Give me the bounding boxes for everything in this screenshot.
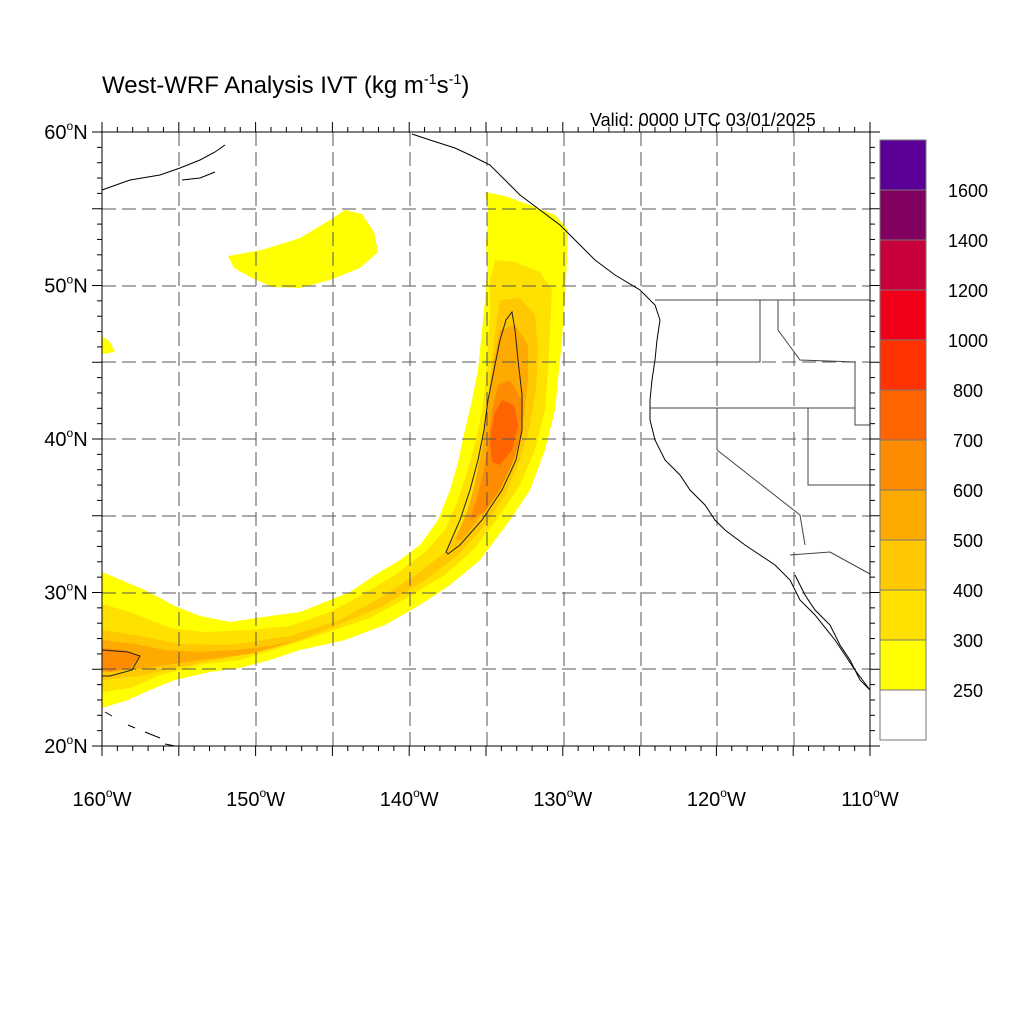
colorbar-label: 1400 bbox=[948, 231, 988, 251]
lon-label-160: 160oW bbox=[73, 786, 132, 811]
state-border-nv-ut bbox=[807, 408, 870, 486]
graticule bbox=[102, 132, 870, 746]
colorbar-label: 1200 bbox=[948, 281, 988, 301]
colorbar-label: 300 bbox=[953, 631, 983, 651]
ivt-blob-small bbox=[102, 336, 115, 354]
colorbar-swatch bbox=[879, 539, 927, 591]
lon-label-120: 120oW bbox=[687, 786, 746, 811]
alaska-coastline bbox=[101, 144, 226, 191]
colorbar-swatch bbox=[879, 589, 927, 641]
lon-label-150: 150oW bbox=[226, 786, 285, 811]
colorbar-swatch bbox=[879, 289, 927, 341]
colorbar-label: 1600 bbox=[948, 181, 988, 201]
colorbar-swatch bbox=[879, 339, 927, 391]
valid-time-label: Valid: 0000 UTC 03/01/2025 bbox=[590, 110, 816, 130]
colorbar-label: 250 bbox=[953, 681, 983, 701]
north-america-coastline bbox=[411, 133, 871, 691]
state-border-ca bbox=[650, 407, 855, 546]
colorbar-label: 600 bbox=[953, 481, 983, 501]
latitude-labels: 20oN 30oN 40oN 50oN 60oN bbox=[44, 119, 87, 758]
lon-label-130: 130oW bbox=[533, 786, 592, 811]
colorbar-swatch bbox=[879, 489, 927, 541]
colorbar-label: 800 bbox=[953, 381, 983, 401]
lon-label-110: 110oW bbox=[841, 786, 899, 811]
colorbar-label: 1000 bbox=[948, 331, 988, 351]
colorbar-swatch bbox=[879, 189, 927, 241]
state-border-or bbox=[652, 300, 761, 363]
mexico-border bbox=[789, 551, 871, 575]
colorbar-swatch bbox=[879, 139, 927, 191]
lon-label-140: 140oW bbox=[380, 786, 439, 811]
lat-label-60: 60oN bbox=[44, 119, 87, 144]
ivt-blob-north bbox=[228, 210, 378, 288]
colorbar-swatch bbox=[879, 239, 927, 291]
colorbar-swatch bbox=[879, 439, 927, 491]
lat-label-20: 20oN bbox=[44, 733, 87, 758]
ivt-fill-layer bbox=[102, 192, 568, 708]
colorbar-swatch bbox=[879, 689, 927, 741]
colorbar-swatch bbox=[879, 389, 927, 441]
minor-ticks bbox=[92, 122, 880, 756]
state-border-id bbox=[777, 300, 870, 426]
hawaii-islands bbox=[104, 711, 176, 747]
colorbar-swatch bbox=[879, 639, 927, 691]
lat-label-30: 30oN bbox=[44, 580, 87, 605]
colorbar-label: 400 bbox=[953, 581, 983, 601]
map-title: West-WRF Analysis IVT (kg m-1s-1) bbox=[102, 72, 470, 99]
colorbar: 250 300 400 500 600 700 800 1000 1200 1400 1600 bbox=[879, 139, 988, 741]
ivt-ar-250 bbox=[102, 192, 568, 708]
lat-label-40: 40oN bbox=[44, 426, 87, 451]
coastlines bbox=[101, 133, 871, 747]
ivt-ar-400 bbox=[102, 298, 538, 680]
colorbar-label: 500 bbox=[953, 531, 983, 551]
lat-label-50: 50oN bbox=[44, 273, 87, 298]
ivt-ar-700 bbox=[490, 400, 518, 465]
baja-coastline bbox=[794, 574, 871, 691]
colorbar-label: 700 bbox=[953, 431, 983, 451]
longitude-labels: 160oW 150oW 140oW 130oW 120oW 110oW bbox=[73, 786, 899, 811]
